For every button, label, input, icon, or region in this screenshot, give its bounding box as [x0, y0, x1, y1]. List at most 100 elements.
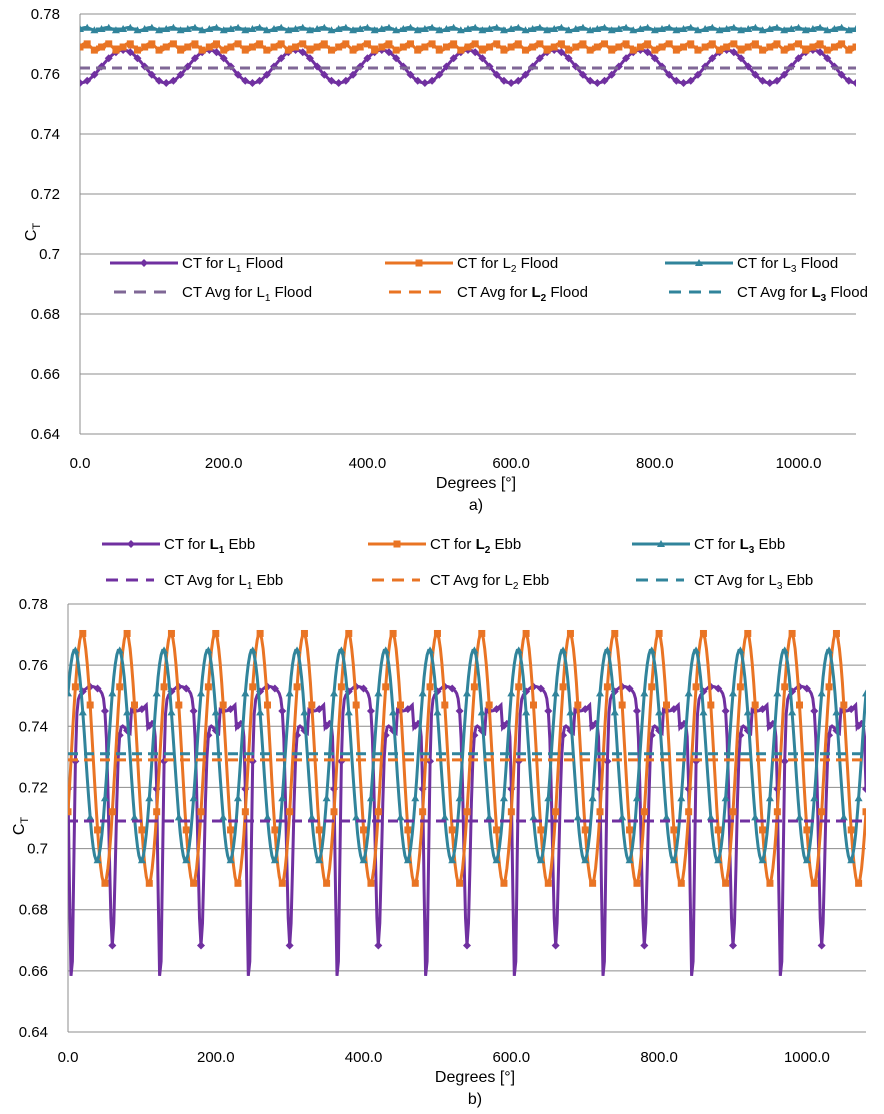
- series-marker: [315, 856, 324, 864]
- series-marker: [485, 701, 493, 709]
- series-marker: [212, 629, 220, 637]
- series-marker: [79, 629, 87, 637]
- series-marker: [359, 684, 368, 693]
- series-marker: [765, 721, 774, 730]
- series-marker: [692, 646, 701, 654]
- series-marker: [204, 646, 213, 654]
- series-marker: [366, 794, 375, 802]
- series-marker: [145, 794, 154, 802]
- series-marker: [536, 40, 544, 48]
- x-tick-label: 600.0: [492, 455, 530, 472]
- series-marker: [137, 705, 146, 714]
- series-marker: [844, 76, 853, 85]
- x-tick-label: 1000.0: [784, 1049, 830, 1066]
- legend-item-6: CT Avg for L3 Ebb: [636, 572, 813, 592]
- series-marker: [90, 70, 99, 79]
- series-marker: [441, 701, 449, 709]
- series-marker: [320, 40, 328, 48]
- series-marker: [714, 856, 723, 864]
- series-marker: [385, 40, 393, 48]
- series-marker: [530, 701, 537, 709]
- series-marker: [262, 26, 271, 34]
- series-marker: [278, 794, 287, 802]
- series-marker: [442, 43, 450, 51]
- series-marker: [169, 76, 178, 85]
- series-marker: [191, 40, 199, 48]
- series-marker: [455, 794, 464, 802]
- chart-caption: b): [468, 1091, 482, 1108]
- series-marker: [414, 46, 422, 54]
- series-marker: [293, 683, 301, 691]
- series-marker: [507, 689, 516, 697]
- legend-label: CT Avg for L1 Flood: [182, 284, 312, 304]
- series-marker: [435, 70, 444, 79]
- series-marker: [419, 808, 427, 816]
- series-marker: [320, 70, 329, 79]
- series-marker: [837, 70, 846, 79]
- series-marker: [686, 76, 695, 85]
- series-marker: [625, 684, 634, 693]
- series-marker: [300, 708, 309, 716]
- series-marker: [366, 706, 375, 715]
- series-marker: [648, 683, 656, 691]
- series-marker: [626, 826, 634, 834]
- series-marker: [574, 701, 582, 709]
- series-marker: [643, 48, 652, 57]
- series-marker: [233, 794, 242, 802]
- series-marker: [847, 826, 855, 834]
- series-marker: [845, 46, 853, 54]
- y-tick-label: 0.72: [19, 779, 48, 796]
- series-marker: [190, 879, 198, 887]
- series-marker: [277, 54, 286, 63]
- series-marker: [832, 708, 841, 716]
- series-marker: [663, 701, 670, 709]
- series-marker: [433, 629, 441, 637]
- series-marker: [286, 808, 294, 816]
- x-tick-label: 800.0: [640, 1049, 678, 1066]
- y-axis-title-sub: T: [19, 817, 31, 824]
- series-marker: [665, 23, 674, 31]
- series-marker: [148, 40, 156, 48]
- series-marker: [593, 79, 602, 87]
- series-marker: [126, 48, 135, 57]
- series-marker: [625, 856, 634, 864]
- series-marker: [450, 40, 458, 48]
- legend-text-l: L: [503, 255, 511, 272]
- series-marker: [470, 646, 479, 654]
- series-marker: [586, 76, 595, 85]
- series-marker: [773, 40, 781, 48]
- legend-text-sub: 2: [541, 293, 547, 304]
- series-marker: [248, 79, 257, 87]
- y-axis-title: CT: [23, 223, 43, 242]
- series-marker: [629, 46, 637, 54]
- series-marker: [198, 26, 207, 34]
- legend-text-sub: 3: [749, 545, 755, 556]
- series-marker: [862, 689, 866, 697]
- series-marker: [359, 856, 368, 864]
- series-marker: [463, 689, 471, 697]
- series-marker: [374, 808, 382, 816]
- series-marker: [655, 629, 663, 637]
- series-marker: [581, 705, 590, 714]
- y-tick-label: 0.74: [19, 718, 48, 735]
- series-marker: [601, 40, 609, 48]
- series-marker: [315, 826, 323, 834]
- series-marker: [285, 689, 294, 697]
- series-marker: [285, 941, 294, 950]
- series-marker: [293, 646, 302, 654]
- series-marker: [825, 683, 833, 691]
- series-marker: [478, 54, 487, 63]
- series-marker: [234, 40, 242, 48]
- series-marker: [182, 684, 191, 693]
- x-tick-label: 400.0: [345, 1049, 383, 1066]
- series-marker: [596, 808, 604, 816]
- series-marker: [544, 794, 553, 802]
- series-marker: [492, 705, 501, 714]
- series-marker: [90, 46, 98, 54]
- series-marker: [234, 879, 242, 887]
- series-marker: [189, 706, 198, 715]
- series-marker: [93, 856, 102, 864]
- series-marker: [816, 40, 824, 48]
- legend-item-2: CT for L2 Flood: [385, 255, 558, 275]
- series-marker: [737, 54, 746, 63]
